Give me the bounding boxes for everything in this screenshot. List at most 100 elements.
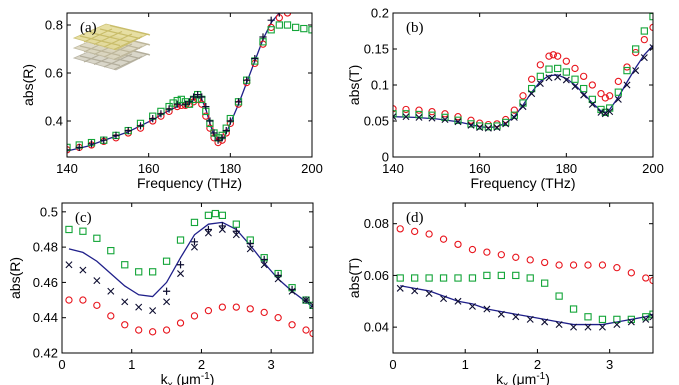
data-point [396, 284, 404, 292]
y-tick-label: 0.42 [33, 346, 58, 361]
data-point [135, 326, 143, 334]
series-line-3 [400, 285, 653, 326]
data-point [598, 315, 607, 324]
data-point [177, 270, 185, 278]
data-point [454, 116, 462, 124]
data-point [218, 222, 226, 230]
data-point [454, 240, 462, 249]
data-point [649, 276, 653, 285]
data-point [584, 323, 592, 331]
series-circle-0 [393, 23, 653, 129]
x-tick-label: 160 [469, 161, 491, 176]
data-point [497, 251, 505, 259]
data-point [124, 127, 132, 135]
data-point [441, 113, 449, 122]
data-point [623, 81, 631, 89]
panel-d: 0 1 2 3 0.04 0.06 0.08 (d) abs(T) kx (μm-1) [346, 202, 654, 385]
data-point [204, 225, 213, 234]
data-point [562, 57, 570, 65]
data-point [510, 106, 518, 114]
data-point [93, 277, 101, 285]
data-point [93, 301, 101, 310]
data-point [136, 122, 145, 130]
data-point [149, 307, 157, 315]
data-point [601, 110, 609, 118]
axes-frame [61, 202, 314, 354]
x-tick-label: 200 [642, 161, 664, 176]
y-axis-label: abs(T) [346, 65, 362, 105]
data-point [202, 103, 210, 111]
data-point [112, 131, 120, 139]
data-point [588, 100, 596, 108]
data-point [555, 261, 563, 269]
data-point [649, 44, 653, 52]
data-point [484, 124, 492, 132]
data-point [440, 295, 448, 303]
data-point [606, 108, 614, 116]
data-point [176, 261, 185, 269]
x-tick-label: 0 [389, 357, 396, 372]
y-tick-label: 0.5 [40, 204, 58, 219]
x-axis-label: kx (μm-1) [496, 371, 550, 385]
data-point [107, 287, 115, 295]
data-point [493, 122, 501, 130]
data-point [510, 113, 518, 121]
x-tick-label: 180 [555, 161, 577, 176]
x-axis-label: kx (μm-1) [161, 371, 215, 385]
data-point [121, 321, 129, 329]
data-point [206, 117, 214, 125]
data-point [204, 211, 213, 220]
data-point [190, 238, 199, 246]
data-point [302, 296, 310, 304]
data-point [425, 230, 433, 238]
data-point [162, 257, 171, 265]
series-circle-3 [65, 296, 313, 338]
data-point [597, 89, 605, 98]
data-point [425, 290, 433, 298]
x-tick-label: 180 [219, 161, 241, 176]
data-point [162, 287, 171, 295]
y-tick-label: 0.06 [364, 268, 389, 283]
data-point [246, 239, 254, 248]
data-point [100, 136, 108, 144]
data-point [571, 64, 579, 73]
data-point [65, 225, 73, 234]
data-point [226, 117, 234, 125]
data-point [181, 100, 190, 108]
data-point [613, 321, 621, 329]
data-point [210, 129, 218, 137]
data-point [483, 271, 491, 280]
y-tick-label: 0.8 [45, 18, 63, 33]
y-tick-label: 0.15 [364, 42, 389, 57]
data-point [79, 266, 87, 274]
y-tick-label: 0.46 [33, 275, 58, 290]
data-point [632, 67, 640, 75]
data-point [502, 118, 510, 127]
data-point [157, 110, 165, 118]
data-point [584, 261, 592, 269]
x-tick-label: 1 [128, 357, 135, 372]
x-tick-label: 2 [534, 357, 541, 372]
data-point [415, 113, 423, 121]
series-line-3 [67, 13, 280, 152]
data-point [526, 315, 534, 323]
data-point [121, 298, 129, 306]
data-point [65, 261, 73, 269]
data-point [283, 21, 292, 29]
data-point [222, 127, 230, 135]
data-point [107, 246, 115, 255]
data-point [562, 68, 570, 76]
data-point [65, 296, 73, 304]
data-point [148, 268, 157, 276]
series-square-1 [393, 13, 653, 131]
data-point [121, 261, 129, 269]
data-point [135, 268, 143, 276]
data-point [454, 274, 462, 282]
data-point [415, 106, 423, 114]
data-point [428, 114, 436, 122]
data-point [640, 27, 648, 35]
data-point [554, 64, 562, 73]
data-point [597, 108, 605, 116]
data-point [176, 319, 185, 327]
data-point [211, 209, 220, 218]
